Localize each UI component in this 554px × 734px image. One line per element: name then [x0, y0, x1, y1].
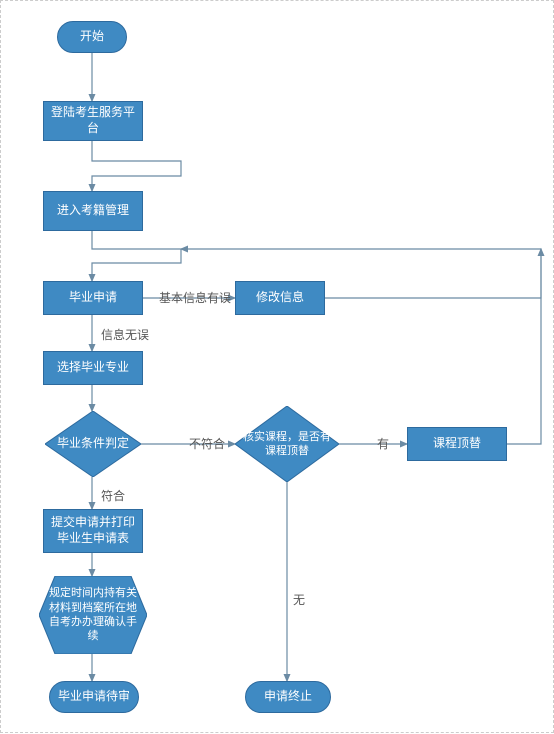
edge-label-none: 无	[293, 591, 305, 608]
node-verify-label: 核实课程，是否有课程顶替	[235, 406, 339, 482]
node-manage: 进入考籍管理	[43, 191, 143, 231]
node-replace-label: 课程顶替	[433, 436, 481, 452]
edge-label-has: 有	[377, 435, 389, 452]
node-submit-label: 提交申请并打印毕业生申请表	[48, 515, 138, 546]
node-judge-label: 毕业条件判定	[45, 411, 141, 477]
node-judge: 毕业条件判定	[45, 411, 141, 477]
node-confirm: 规定时间内持有关材料到档案所在地自考办办理确认手续	[39, 576, 147, 654]
edge-label-info-error: 基本信息有误	[159, 289, 231, 306]
node-verify: 核实课程，是否有课程顶替	[235, 406, 339, 482]
node-choose-label: 选择毕业专业	[57, 360, 129, 376]
node-modify-label: 修改信息	[256, 290, 304, 306]
node-manage-label: 进入考籍管理	[57, 203, 129, 219]
edge-label-not-pass: 不符合	[189, 435, 225, 452]
node-choose: 选择毕业专业	[43, 351, 143, 385]
flowchart-canvas: 开始 登陆考生服务平台 进入考籍管理 毕业申请 修改信息 选择毕业专业 毕业条件…	[0, 0, 554, 733]
node-apply-label: 毕业申请	[69, 290, 117, 306]
edge-label-info-ok: 信息无误	[101, 326, 149, 343]
node-start: 开始	[57, 21, 127, 53]
edge-label-pass: 符合	[101, 487, 125, 504]
edge	[92, 141, 181, 191]
node-start-label: 开始	[80, 29, 104, 45]
node-submit: 提交申请并打印毕业生申请表	[43, 509, 143, 553]
edge	[507, 249, 541, 444]
node-apply: 毕业申请	[43, 281, 143, 315]
node-modify: 修改信息	[235, 281, 325, 315]
node-pending: 毕业申请待审	[49, 681, 139, 713]
node-pending-label: 毕业申请待审	[58, 689, 130, 705]
node-login-label: 登陆考生服务平台	[48, 105, 138, 136]
node-replace: 课程顶替	[407, 427, 507, 461]
node-confirm-label: 规定时间内持有关材料到档案所在地自考办办理确认手续	[39, 576, 147, 654]
node-terminate-label: 申请终止	[264, 689, 312, 705]
node-login: 登陆考生服务平台	[43, 101, 143, 141]
node-terminate: 申请终止	[245, 681, 331, 713]
edge	[92, 231, 181, 281]
